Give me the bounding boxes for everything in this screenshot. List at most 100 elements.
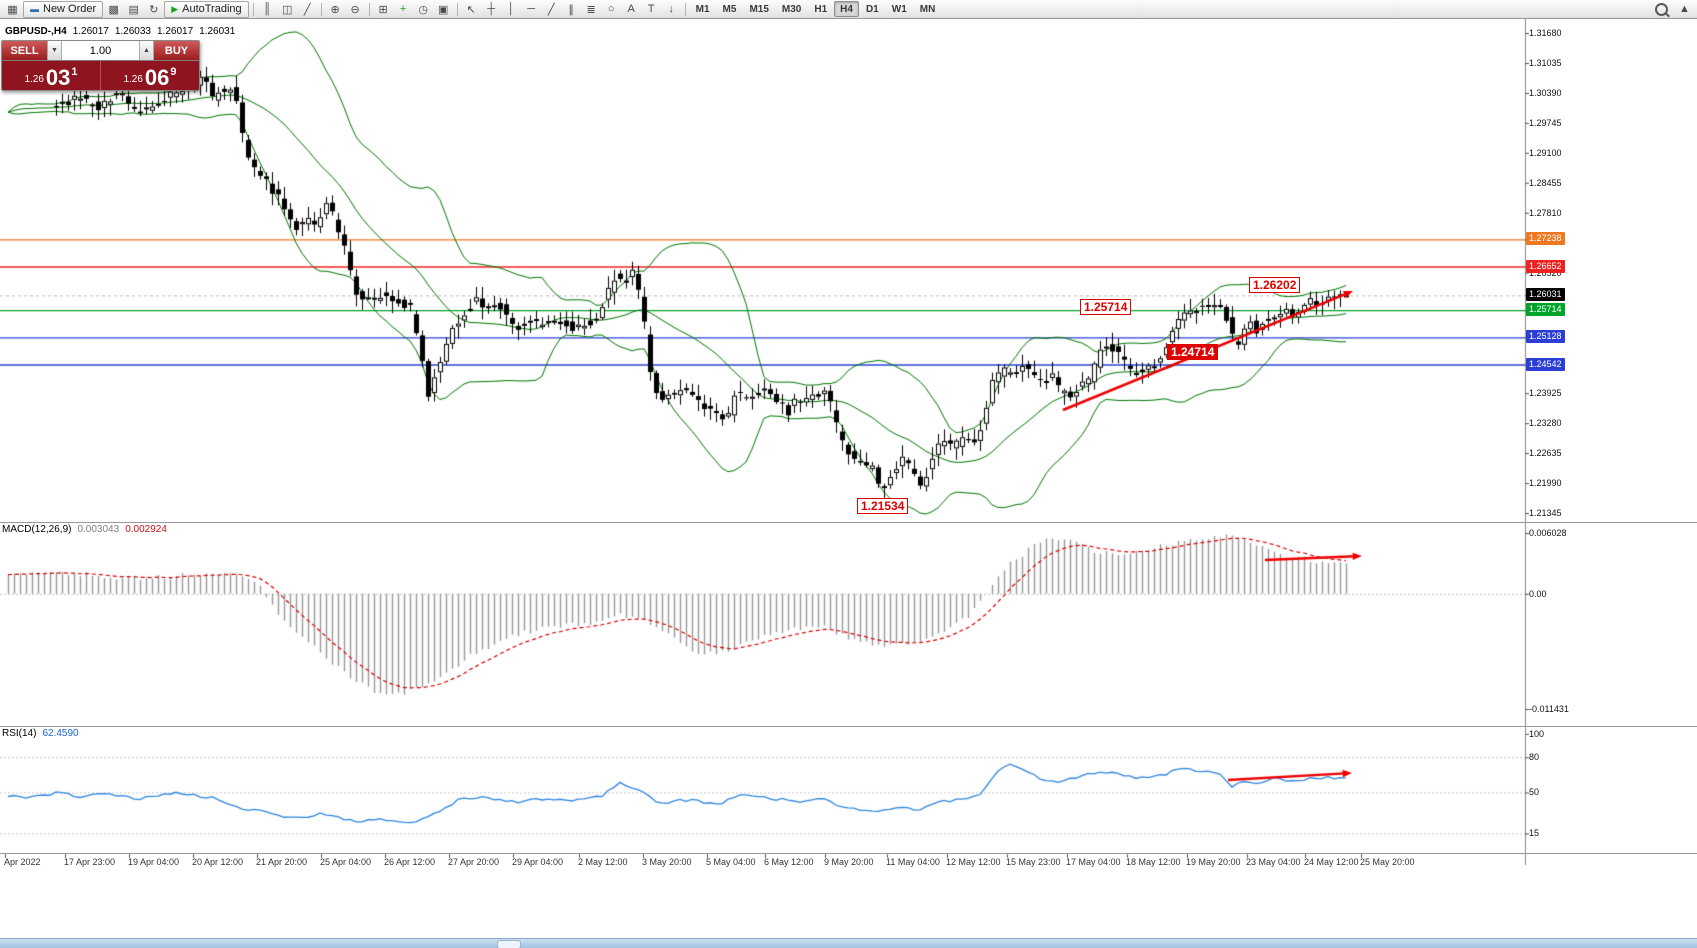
price-level-label: 1.25714 (1526, 303, 1565, 317)
panel-divider-rsi[interactable] (0, 726, 1697, 727)
time-axis-label: 6 May 12:00 (764, 857, 814, 867)
macd-indicator-header: MACD(12,26,9) 0.003043 0.002924 (2, 524, 167, 535)
macd-signal-value: 0.002924 (125, 524, 167, 535)
price-axis-label: 1.29745 (1529, 117, 1562, 128)
price-axis-label: 1.23925 (1529, 388, 1562, 399)
toolbar-separator (456, 2, 458, 16)
horizontal-scrollbar[interactable] (0, 938, 1697, 948)
horizontal-line-icon[interactable]: ─ (527, 3, 536, 15)
zoom-in-icon[interactable]: ⊕ (330, 3, 340, 16)
macd-axis-label: -0.011431 (1529, 704, 1569, 714)
macd-axis-label: 0.006028 (1529, 528, 1567, 538)
timeframe-m30[interactable]: M30 (781, 3, 802, 15)
timeframes-menu-icon[interactable]: ◷ (418, 3, 428, 16)
sell-price-big: 03 (45, 65, 71, 90)
symbol-period-label: GBPUSD-,H4 (5, 26, 67, 37)
price-annotation[interactable]: 1.24714 (1167, 344, 1219, 360)
text-icon[interactable]: A (627, 3, 635, 15)
price-annotation[interactable]: 1.25714 (1080, 299, 1132, 315)
arrows-icon[interactable]: ↓ (668, 3, 674, 15)
fibonacci-icon[interactable]: ≣ (586, 3, 596, 16)
time-axis-label: 26 Apr 12:00 (384, 857, 436, 867)
scrollbar-thumb[interactable] (497, 940, 521, 948)
line-chart-icon[interactable]: ╱ (303, 3, 311, 16)
crosshair-icon[interactable]: ┼ (487, 3, 496, 15)
toolbar-separator (368, 2, 370, 16)
sell-price-display[interactable]: 1.26 03 1 (2, 61, 101, 90)
timeframe-h4[interactable]: H4 (834, 1, 859, 17)
sell-price-small: 1.26 (24, 74, 44, 85)
price-axis-label: 1.31680 (1529, 28, 1562, 38)
time-axis-label: 19 Apr 04:00 (128, 857, 180, 867)
time-axis-label: 12 May 12:00 (946, 857, 1001, 867)
time-axis-label: 24 May 12:00 (1304, 857, 1359, 867)
bar-chart-icon[interactable]: ║ (263, 3, 272, 15)
zoom-out-icon[interactable]: ⊖ (350, 3, 360, 16)
price-annotation[interactable]: 1.26202 (1249, 277, 1301, 293)
search-icon[interactable] (1655, 2, 1668, 16)
cursor-icon[interactable]: ↖ (466, 3, 476, 16)
buy-price-display[interactable]: 1.26 06 9 (101, 61, 199, 90)
chart-canvas[interactable] (0, 19, 1697, 948)
candlestick-chart-icon[interactable]: ◫ (281, 3, 293, 16)
chart-window-icon[interactable]: ▦ (7, 3, 18, 16)
buy-button[interactable]: BUY (154, 41, 199, 60)
autotrading-button[interactable]: ▶ AutoTrading (164, 0, 249, 18)
current-price-label: 1.26031 (1526, 288, 1565, 302)
volume-input[interactable]: 1.00 (62, 41, 139, 60)
toolbar-separator (684, 2, 686, 16)
sell-price-pip: 1 (71, 66, 78, 78)
toolbar-separator (252, 2, 254, 16)
time-axis-label: 15 May 23:00 (1006, 857, 1061, 867)
vertical-line-icon[interactable]: │ (507, 3, 515, 15)
buy-price-small: 1.26 (123, 74, 143, 85)
buy-price-pip: 9 (170, 66, 177, 78)
sell-button[interactable]: SELL (2, 41, 47, 60)
refresh-icon[interactable]: ↻ (149, 3, 159, 16)
rsi-indicator-header: RSI(14) 62.4590 (2, 728, 79, 739)
timeframe-w1[interactable]: W1 (891, 3, 907, 15)
timeframe-mn[interactable]: MN (919, 3, 936, 15)
volume-increase-button[interactable]: ▲ (139, 41, 154, 60)
new-order-button[interactable]: ▬ New Order (23, 0, 104, 18)
rsi-axis-label: 100 (1529, 728, 1545, 739)
time-axis-label: 17 Apr 23:00 (64, 857, 116, 867)
rsi-value: 62.4590 (42, 728, 79, 739)
rsi-axis-label: 50 (1529, 787, 1540, 798)
panel-divider-timeaxis[interactable] (0, 853, 1697, 854)
tile-windows-icon[interactable]: ⊞ (378, 3, 388, 16)
time-axis-label: 21 Apr 20:00 (256, 857, 308, 867)
price-axis-label: 1.23280 (1529, 418, 1562, 429)
toolbar: ▦ ▬ New Order ▩ ▤ ↻ ▶ AutoTrading ║ ◫ ╱ ⊕ ⊖ ⊞ + ◷ ▣ ↖ ┼ │ ─ ╱… (0, 0, 1697, 19)
price-axis-label: 1.21345 (1529, 508, 1562, 518)
ohlc-high: 1.26033 (114, 26, 151, 37)
time-axis-label: Apr 2022 (4, 857, 41, 867)
trendline-icon[interactable]: ╱ (547, 3, 555, 16)
timeframe-m15[interactable]: M15 (749, 3, 769, 15)
macd-title: MACD(12,26,9) (2, 524, 72, 535)
new-chart-icon[interactable]: ▩ (108, 3, 119, 16)
label-icon[interactable]: T (647, 3, 655, 15)
price-annotation[interactable]: 1.21534 (857, 498, 909, 514)
toolbar-collapse-icon[interactable]: ▲ (1679, 3, 1690, 15)
timeframe-m1[interactable]: M1 (695, 3, 710, 15)
time-axis-label: 27 Apr 20:00 (448, 857, 500, 867)
timeframe-d1[interactable]: D1 (865, 3, 879, 15)
channel-icon[interactable]: ∥ (568, 3, 574, 16)
price-axis-label: 1.28455 (1529, 177, 1562, 188)
panel-divider-macd[interactable] (0, 522, 1697, 523)
volume-decrease-button[interactable]: ▼ (47, 41, 62, 60)
price-level-label: 1.24542 (1526, 357, 1565, 371)
ohlc-close: 1.26031 (199, 26, 236, 37)
time-axis-label: 20 Apr 12:00 (192, 857, 244, 867)
shapes-icon[interactable]: ○ (607, 3, 615, 15)
macd-axis-label: 0.00 (1529, 588, 1547, 599)
autotrading-button-label: AutoTrading (182, 3, 242, 15)
ohlc-open: 1.26017 (72, 26, 109, 37)
timeframe-h1[interactable]: H1 (814, 3, 828, 15)
templates-icon[interactable]: ▣ (437, 3, 449, 16)
profiles-icon[interactable]: ▤ (128, 3, 139, 16)
timeframe-m5[interactable]: M5 (722, 3, 737, 15)
price-axis-label: 1.30390 (1529, 87, 1562, 98)
indicators-icon[interactable]: + (399, 3, 407, 15)
